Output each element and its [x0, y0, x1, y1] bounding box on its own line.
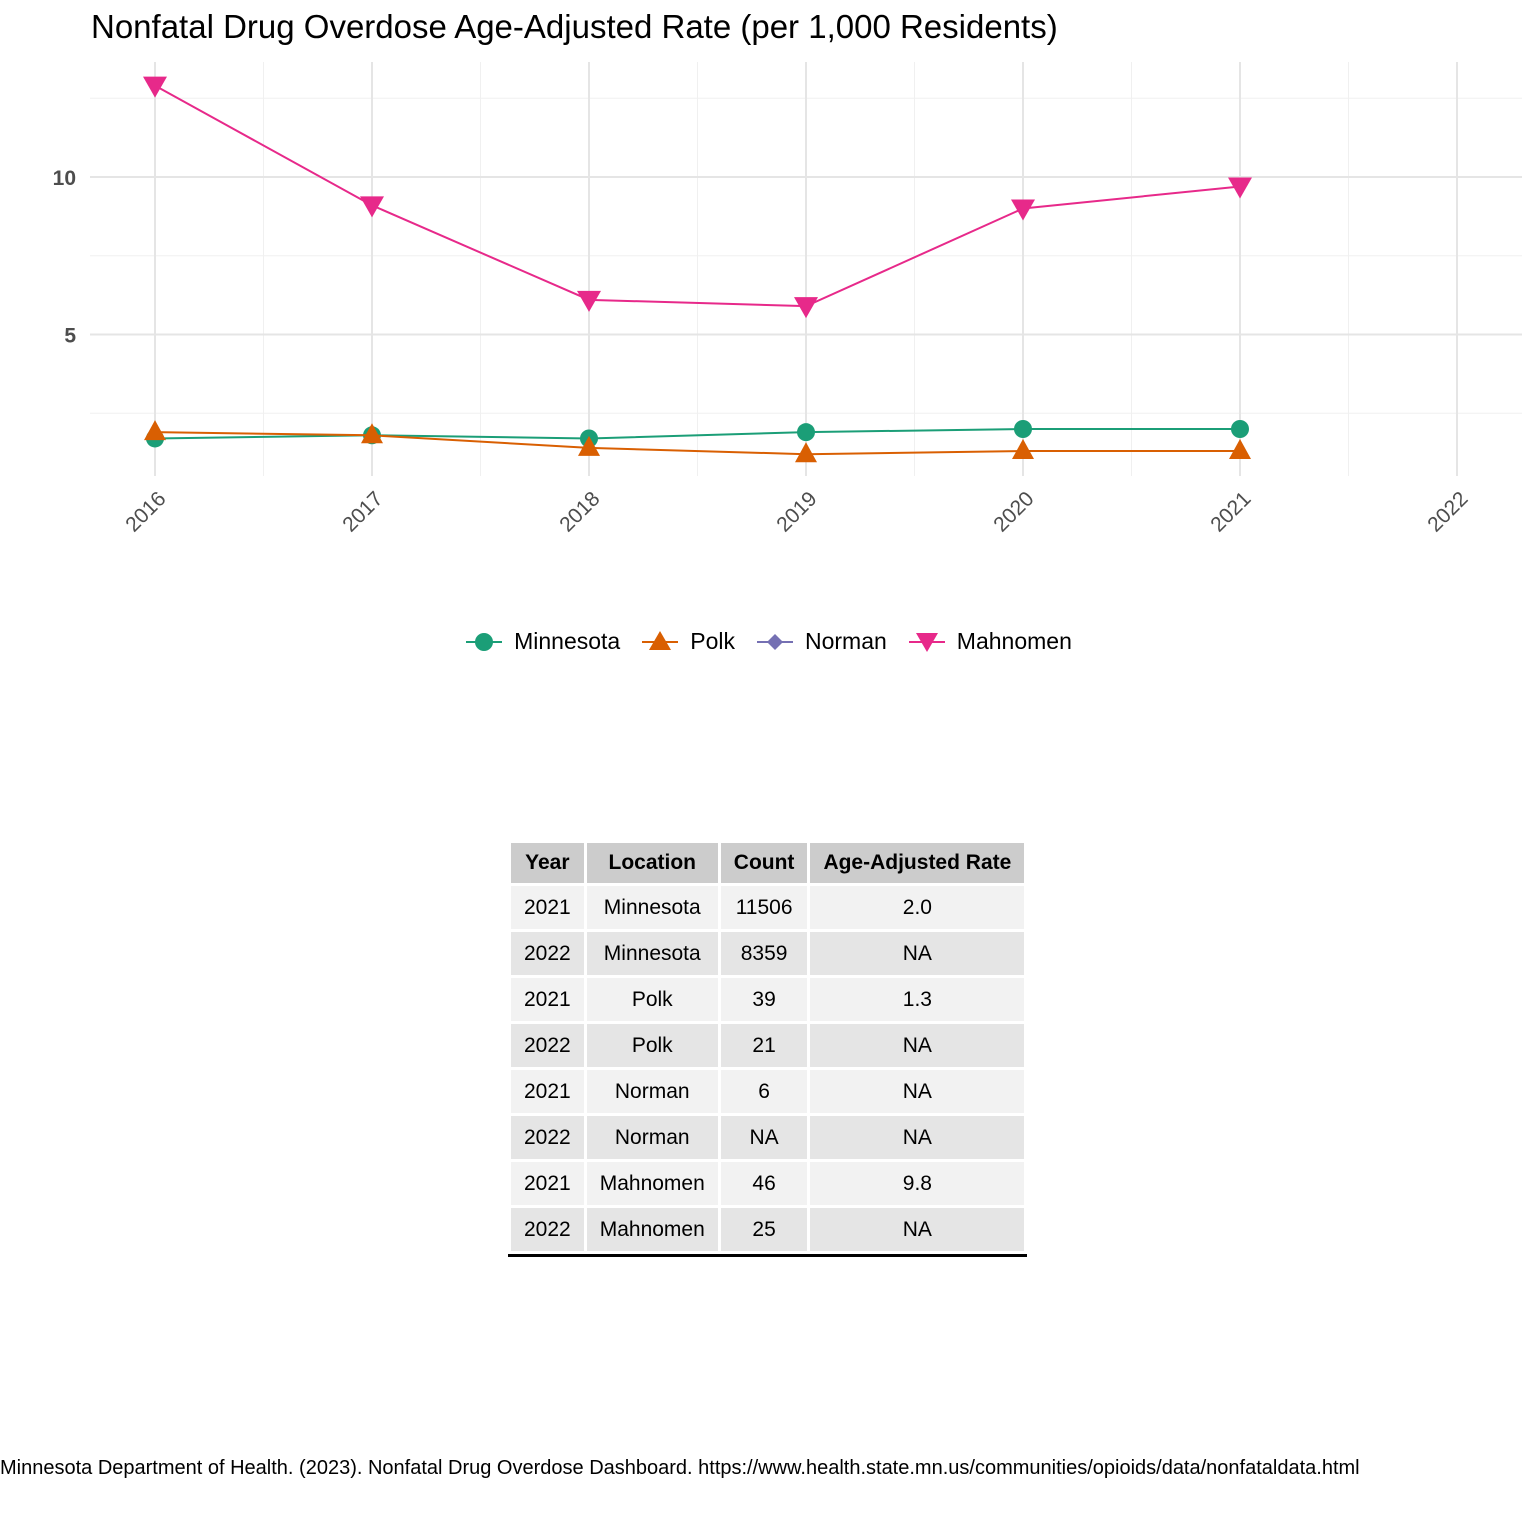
legend-label: Norman [804, 628, 887, 654]
table-row: 2021 Mahnomen 46 9.8 [511, 1162, 1025, 1205]
x-tick-label: 2018 [555, 487, 604, 536]
legend-marker-triangle-down [908, 632, 945, 652]
data-point-polk [1229, 439, 1251, 460]
legend-item-norman: Norman [755, 628, 887, 655]
table-row: 2022 Norman NA NA [511, 1116, 1025, 1159]
data-point-polk [1012, 439, 1034, 460]
data-point-mahnomen [794, 297, 818, 319]
chart-legend: Minnesota Polk Norman Mahnomen [0, 628, 1536, 655]
cell-count: 11506 [720, 886, 808, 929]
cell-count: 21 [720, 1024, 808, 1067]
table-header-row: Year Location Count Age-Adjusted Rate [511, 843, 1025, 883]
cell-rate: NA [810, 1116, 1025, 1159]
series-line-minnesota [154, 428, 1240, 440]
x-tick-label: 2020 [989, 487, 1038, 536]
x-tick-label: 2017 [338, 487, 387, 536]
cell-rate: NA [810, 1024, 1025, 1067]
data-point-polk [795, 442, 817, 463]
legend-label: Polk [690, 628, 735, 654]
table-row: 2021 Minnesota 11506 2.0 [511, 886, 1025, 929]
column-header-rate: Age-Adjusted Rate [810, 843, 1025, 883]
y-tick-label: 5 [64, 325, 76, 348]
column-header-location: Location [586, 843, 718, 883]
x-tick-label: 2021 [1206, 487, 1255, 536]
cell-count: 25 [720, 1208, 808, 1251]
legend-marker-circle [466, 632, 503, 651]
data-table: Year Location Count Age-Adjusted Rate 20… [508, 840, 1028, 1257]
data-point-minnesota [797, 423, 815, 442]
cell-year: 2022 [511, 1208, 584, 1251]
cell-year: 2022 [511, 1024, 584, 1067]
data-point-minnesota [1231, 420, 1249, 438]
cell-location: Mahnomen [586, 1162, 718, 1205]
data-point-polk [144, 420, 166, 441]
cell-location: Norman [586, 1116, 718, 1159]
cell-location: Norman [586, 1070, 718, 1113]
y-tick-label: 10 [53, 167, 76, 190]
data-point-polk [361, 423, 383, 444]
table-row: 2021 Norman 6 NA [511, 1070, 1025, 1113]
legend-marker-diamond [756, 633, 793, 650]
cell-rate: NA [810, 1208, 1025, 1251]
cell-rate: NA [810, 1070, 1025, 1113]
legend-label: Mahnomen [956, 628, 1072, 654]
data-point-mahnomen [577, 290, 601, 312]
cell-location: Mahnomen [586, 1208, 718, 1251]
cell-year: 2021 [511, 1070, 584, 1113]
data-point-mahnomen [1011, 199, 1035, 221]
cell-year: 2022 [511, 932, 584, 975]
cell-count: NA [720, 1116, 808, 1159]
table-row: 2022 Polk 21 NA [511, 1024, 1025, 1067]
cell-count: 39 [720, 978, 808, 1021]
table-row: 2021 Polk 39 1.3 [511, 978, 1025, 1021]
cell-rate: 1.3 [810, 978, 1025, 1021]
legend-item-mahnomen: Mahnomen [907, 628, 1072, 655]
cell-year: 2021 [511, 1162, 584, 1205]
data-point-mahnomen [1228, 177, 1252, 199]
column-header-count: Count [720, 843, 808, 883]
series-line-mahnomen [154, 84, 1241, 308]
data-point-polk [578, 435, 600, 456]
source-citation: Minnesota Department of Health. (2023). … [0, 1457, 1360, 1479]
series-line-polk [154, 431, 1240, 456]
cell-count: 46 [720, 1162, 808, 1205]
chart-title: Nonfatal Drug Overdose Age-Adjusted Rate… [91, 8, 1058, 45]
cell-rate: 2.0 [810, 886, 1025, 929]
cell-year: 2022 [511, 1116, 584, 1159]
legend-item-polk: Polk [640, 628, 735, 655]
x-tick-label: 2019 [772, 487, 821, 536]
data-point-mahnomen [143, 76, 167, 98]
cell-year: 2021 [511, 978, 584, 1021]
table-row: 2022 Mahnomen 25 NA [511, 1208, 1025, 1251]
cell-year: 2021 [511, 886, 584, 929]
cell-rate: NA [810, 932, 1025, 975]
legend-marker-triangle [642, 630, 679, 650]
cell-location: Minnesota [586, 886, 718, 929]
data-point-minnesota [1014, 420, 1032, 438]
legend-label: Minnesota [514, 628, 621, 654]
table-row: 2022 Minnesota 8359 NA [511, 932, 1025, 975]
cell-count: 6 [720, 1070, 808, 1113]
cell-location: Minnesota [586, 932, 718, 975]
cell-location: Polk [586, 1024, 718, 1067]
legend-item-minnesota: Minnesota [464, 628, 620, 655]
line-chart: 5 10 2016 2017 2018 2019 2020 2021 2022 [53, 62, 1522, 537]
data-point-mahnomen [360, 196, 384, 218]
cell-location: Polk [586, 978, 718, 1021]
column-header-year: Year [511, 843, 584, 883]
cell-rate: 9.8 [810, 1162, 1025, 1205]
x-tick-label: 2022 [1423, 487, 1472, 536]
cell-count: 8359 [720, 932, 808, 975]
x-tick-label: 2016 [121, 487, 170, 536]
